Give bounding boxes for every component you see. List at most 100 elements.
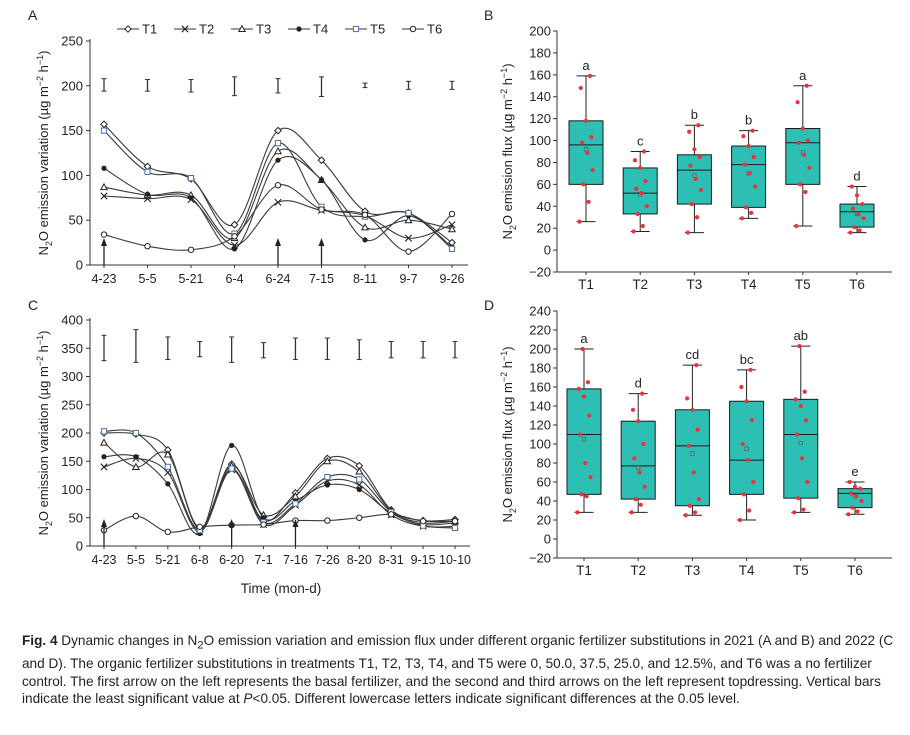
data-point — [797, 344, 802, 349]
y-tick-label: 240 — [529, 304, 551, 319]
data-point-t5 — [274, 140, 282, 147]
figure-caption: Fig. 4 Dynamic changes in N2O emission v… — [22, 632, 894, 708]
data-point — [642, 149, 647, 154]
data-point-t3 — [404, 215, 413, 224]
y-tick-label: 140 — [529, 399, 551, 414]
x-tick-label: 5-5 — [138, 272, 156, 286]
data-point — [585, 150, 590, 155]
data-point — [688, 163, 693, 168]
data-point — [800, 126, 805, 131]
data-point — [860, 201, 865, 207]
box-mean — [798, 440, 803, 446]
significance-letter: b — [745, 113, 752, 128]
lsd-bar — [101, 78, 107, 92]
y-tick-label: 200 — [61, 78, 83, 93]
data-point-t4 — [101, 165, 107, 171]
data-point-t5 — [451, 524, 459, 532]
caption-text-1: Dynamic changes in N — [57, 633, 198, 648]
data-point — [798, 182, 803, 187]
data-point — [697, 154, 702, 160]
data-point — [586, 199, 591, 204]
data-point-t1 — [143, 162, 152, 171]
box-iqr — [620, 420, 656, 500]
data-point — [859, 498, 864, 504]
data-point — [749, 210, 754, 215]
caption-p-italic: P — [243, 691, 253, 707]
data-point — [742, 162, 747, 167]
data-point — [632, 456, 637, 461]
data-point — [750, 128, 755, 133]
significance-letter: a — [580, 331, 588, 346]
data-point — [585, 380, 591, 385]
lsd-bar — [324, 337, 330, 361]
data-point — [696, 497, 702, 502]
x-tick-label: T2 — [630, 563, 646, 578]
box-t4 — [731, 128, 767, 221]
series-t6 — [100, 182, 456, 255]
data-point — [639, 191, 644, 196]
y-tick-label: −20 — [529, 265, 551, 280]
x-tick-label: 8-31 — [379, 553, 404, 567]
fertilizer-arrow — [318, 238, 325, 265]
box-iqr — [731, 145, 767, 208]
x-tick-label: 8-20 — [347, 553, 372, 567]
series-t5 — [100, 127, 456, 252]
data-point-t6 — [405, 248, 412, 255]
data-point — [638, 502, 643, 507]
box-t4 — [729, 367, 765, 523]
box-t3 — [674, 363, 710, 518]
series-line-t2 — [103, 457, 456, 533]
lsd-bar — [145, 79, 150, 92]
y-tick-label: 0 — [544, 532, 551, 547]
y-tick-label: 40 — [537, 199, 551, 214]
legend-marker — [296, 26, 302, 32]
data-point — [642, 484, 647, 489]
x-tick-label: T1 — [578, 277, 594, 292]
significance-letter: bc — [740, 352, 754, 367]
data-point — [852, 484, 858, 489]
data-point — [632, 158, 638, 163]
data-point — [579, 492, 584, 497]
box-iqr — [566, 388, 602, 495]
data-point-t3 — [360, 223, 370, 231]
data-point-t3 — [131, 462, 140, 470]
box-t6 — [837, 479, 873, 517]
series-line-t2 — [103, 195, 453, 246]
y-tick-label: 0 — [76, 539, 83, 554]
data-point — [637, 470, 642, 475]
data-point — [630, 407, 636, 412]
panel-d-box-plot: −20 0 20 40 60 80 100 120 140 160 180 200 220 240 a T1 d… — [499, 304, 892, 578]
data-point-t6 — [361, 211, 369, 219]
data-point — [587, 413, 592, 418]
y-tick-label: 100 — [529, 133, 551, 148]
arrow-head — [318, 238, 325, 246]
x-tick-label: T2 — [632, 277, 648, 292]
data-point — [753, 184, 758, 189]
box-mean — [690, 451, 695, 456]
data-point — [737, 517, 743, 523]
significance-letter: b — [691, 107, 698, 122]
lsd-bar — [229, 336, 235, 363]
significance-letter: c — [637, 134, 644, 149]
data-point-t6 — [187, 246, 195, 253]
data-point-t3 — [163, 450, 172, 458]
data-point-t6 — [324, 517, 331, 524]
x-tick-label: 6-24 — [265, 272, 290, 286]
data-point-t5 — [132, 429, 140, 437]
lsd-bar — [356, 339, 362, 361]
data-point-t5 — [228, 465, 235, 472]
box-t6 — [839, 184, 875, 235]
data-point-t4 — [356, 486, 362, 493]
data-point — [587, 73, 593, 79]
data-point — [807, 165, 812, 171]
fertilizer-arrow — [101, 519, 107, 546]
data-point — [798, 403, 803, 409]
data-point-t6 — [356, 514, 363, 521]
data-point-t4 — [229, 442, 235, 449]
data-point — [692, 510, 698, 515]
lsd-bar — [362, 82, 368, 89]
data-point — [858, 486, 863, 491]
data-point — [590, 168, 595, 173]
data-point-t6 — [164, 528, 172, 536]
data-point — [803, 418, 809, 423]
